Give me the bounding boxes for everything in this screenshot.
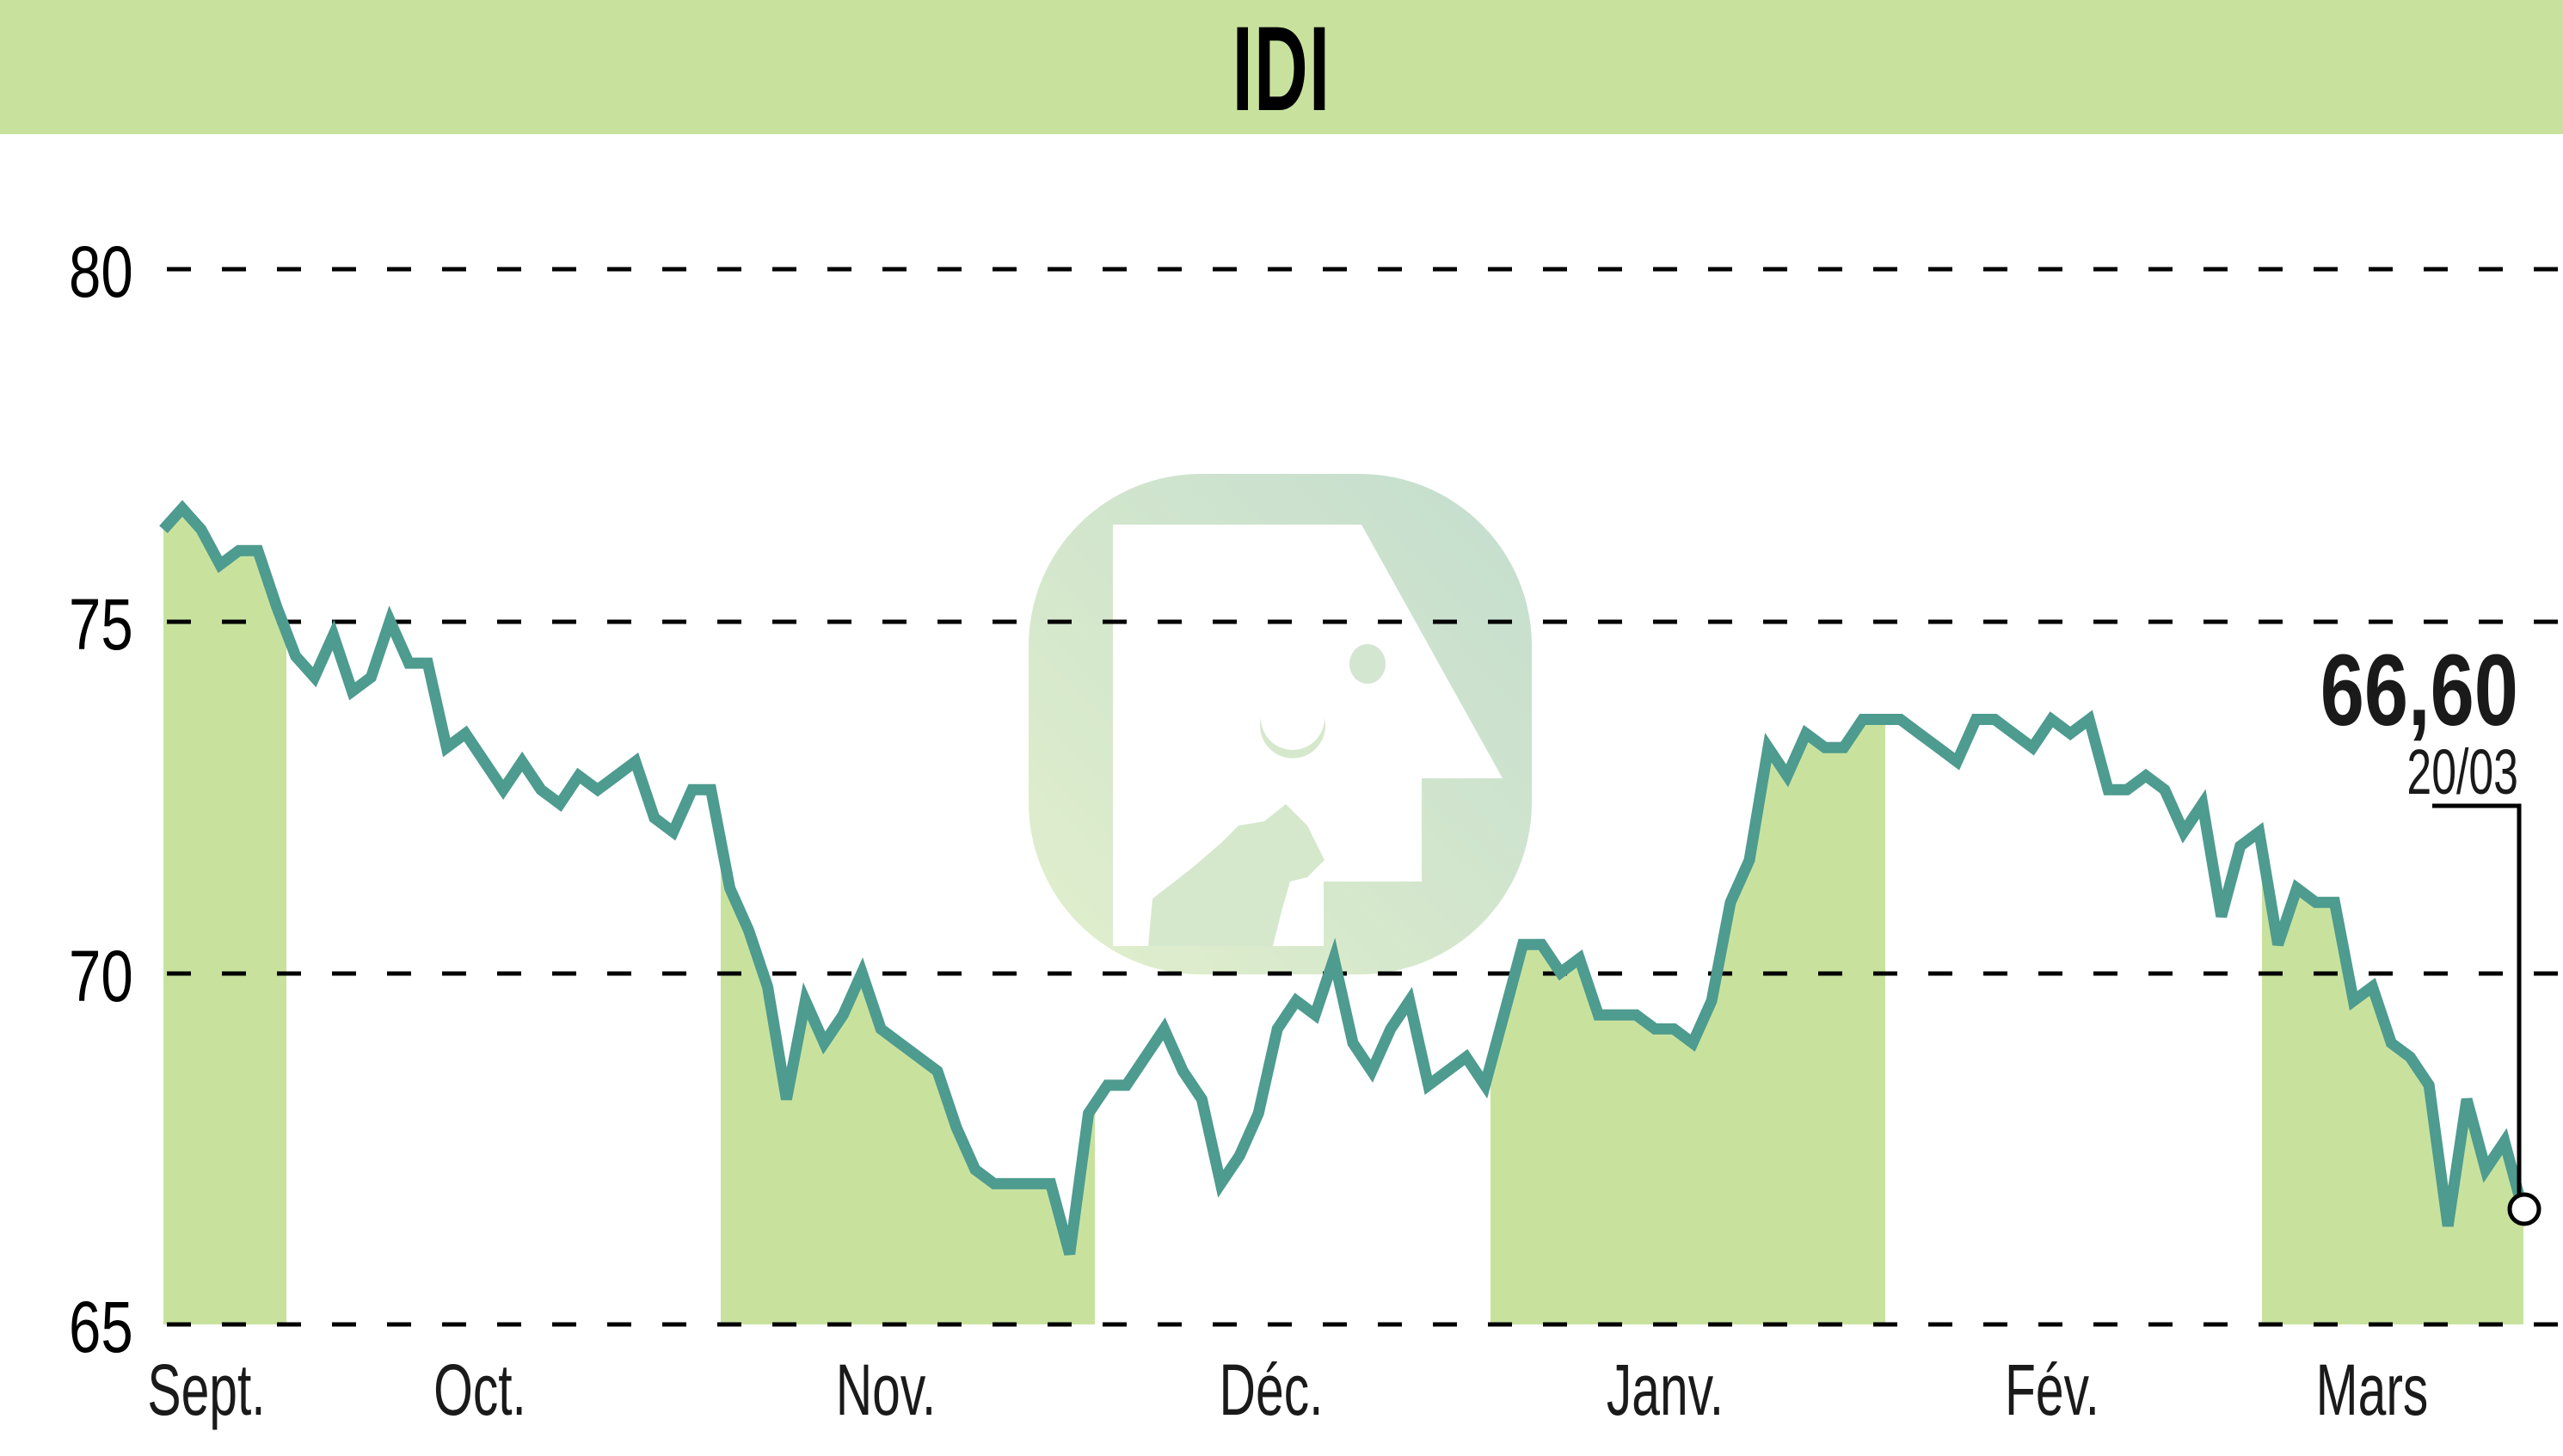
last-date-label: 20/03 — [2406, 736, 2518, 808]
y-tick-70: 70 — [69, 937, 133, 1017]
shaded-band — [1490, 719, 1885, 1324]
y-axis: 80 75 70 65 — [69, 232, 133, 1368]
x-label-mars: Mars — [2316, 1350, 2429, 1431]
y-tick-75: 75 — [69, 585, 133, 666]
shaded-band — [721, 840, 1095, 1324]
y-tick-80: 80 — [69, 232, 133, 313]
shaded-month-bands — [163, 508, 2523, 1324]
y-tick-65: 65 — [69, 1287, 133, 1368]
chart-title: IDI — [1232, 1, 1331, 136]
x-label-dec: Déc. — [1220, 1350, 1324, 1431]
price-line — [159, 500, 2529, 1256]
last-value-label: 66,60 — [2320, 634, 2518, 747]
shaded-band — [2262, 849, 2523, 1324]
title-bar — [0, 0, 2563, 134]
last-point-marker-icon — [2507, 1192, 2541, 1226]
last-point-annotation: 66,60 20/03 — [2320, 634, 2541, 1226]
x-label-fev: Fév. — [2005, 1350, 2099, 1431]
watermark-logo-icon — [1029, 474, 1532, 974]
x-label-janv: Janv. — [1607, 1350, 1724, 1431]
x-label-oct: Oct. — [433, 1350, 526, 1431]
gridlines — [167, 267, 2563, 1327]
x-axis: Sept. Oct. Nov. Déc. Janv. Fév. Mars — [147, 1350, 2428, 1431]
shaded-band — [163, 508, 286, 1324]
x-label-sept: Sept. — [147, 1350, 265, 1431]
x-label-nov: Nov. — [836, 1350, 937, 1431]
